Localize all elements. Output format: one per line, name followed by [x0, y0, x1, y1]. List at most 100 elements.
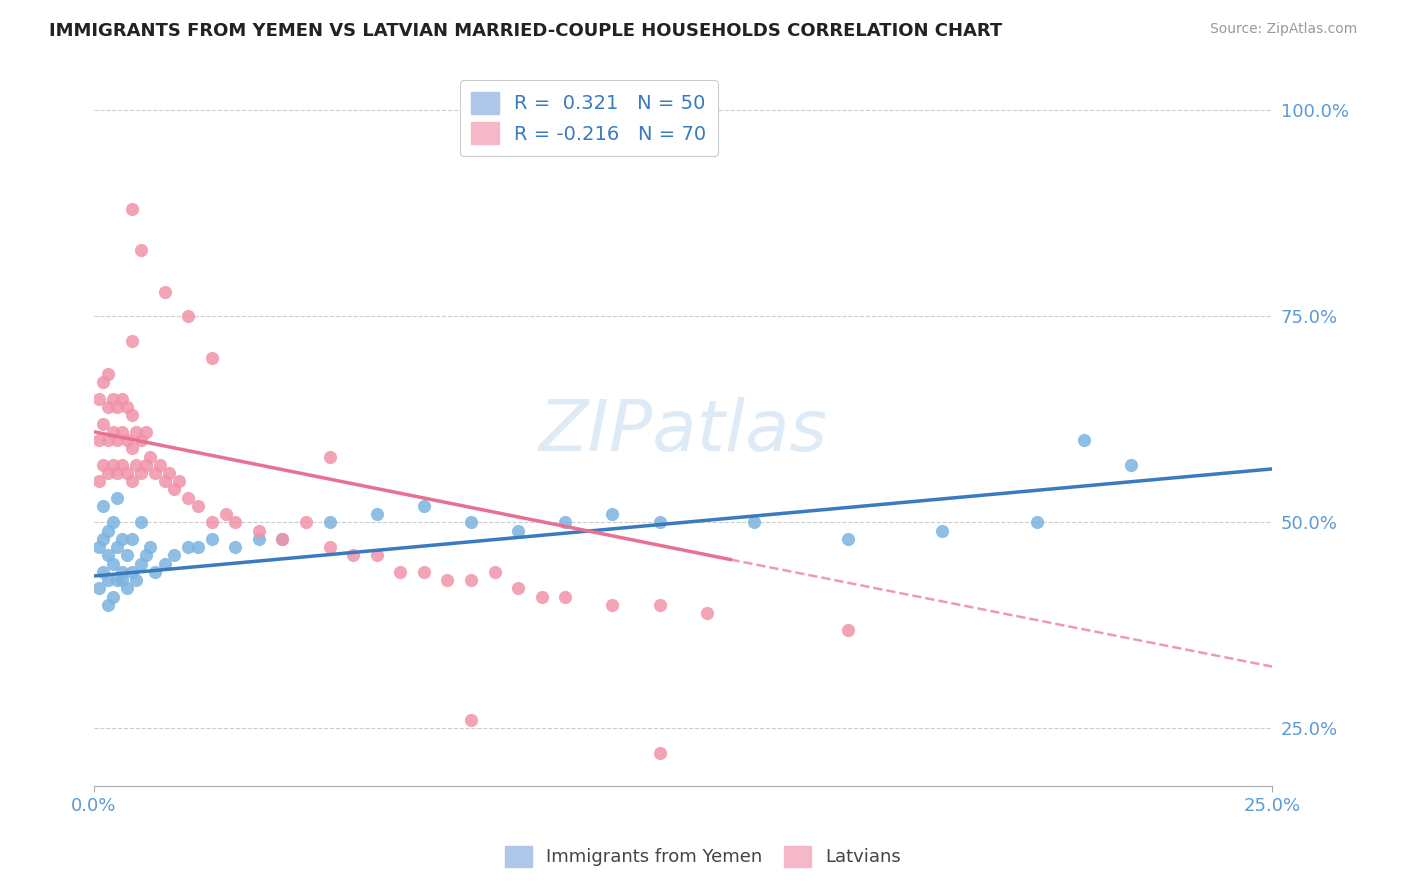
Point	[413, 499, 436, 513]
Point	[97, 433, 120, 447]
Point	[97, 549, 120, 563]
Point	[111, 425, 134, 439]
Point	[135, 458, 157, 472]
Point	[366, 507, 388, 521]
Point	[121, 442, 143, 456]
Point	[107, 433, 129, 447]
Point	[342, 549, 364, 563]
Point	[87, 392, 110, 406]
Point	[837, 532, 859, 546]
Point	[129, 557, 152, 571]
Point	[648, 516, 671, 530]
Point	[87, 540, 110, 554]
Point	[247, 524, 270, 538]
Point	[121, 475, 143, 489]
Point	[125, 425, 148, 439]
Point	[271, 532, 294, 546]
Point	[742, 516, 765, 530]
Point	[157, 466, 180, 480]
Point	[648, 598, 671, 612]
Point	[167, 475, 190, 489]
Point	[931, 524, 953, 538]
Point	[837, 623, 859, 637]
Point	[97, 524, 120, 538]
Point	[111, 392, 134, 406]
Point	[153, 475, 176, 489]
Point	[129, 244, 152, 258]
Point	[139, 540, 162, 554]
Point	[101, 557, 124, 571]
Text: Source: ZipAtlas.com: Source: ZipAtlas.com	[1209, 22, 1357, 37]
Point	[101, 392, 124, 406]
Point	[97, 466, 120, 480]
Point	[163, 483, 186, 497]
Point	[318, 540, 340, 554]
Point	[484, 565, 506, 579]
Point	[143, 565, 166, 579]
Point	[97, 573, 120, 587]
Point	[224, 516, 246, 530]
Point	[93, 499, 115, 513]
Point	[125, 458, 148, 472]
Point	[1119, 458, 1142, 472]
Point	[93, 565, 115, 579]
Point	[125, 573, 148, 587]
Point	[163, 549, 186, 563]
Legend: R =  0.321   N = 50, R = -0.216   N = 70: R = 0.321 N = 50, R = -0.216 N = 70	[460, 80, 718, 156]
Point	[115, 400, 138, 414]
Point	[187, 540, 209, 554]
Point	[530, 590, 553, 604]
Point	[93, 532, 115, 546]
Point	[101, 425, 124, 439]
Point	[107, 400, 129, 414]
Point	[107, 466, 129, 480]
Point	[177, 540, 200, 554]
Point	[129, 516, 152, 530]
Point	[201, 532, 224, 546]
Point	[436, 573, 458, 587]
Point	[121, 409, 143, 423]
Point	[87, 433, 110, 447]
Point	[121, 334, 143, 348]
Point	[460, 713, 482, 727]
Point	[215, 507, 238, 521]
Point	[143, 466, 166, 480]
Point	[107, 491, 129, 505]
Text: IMMIGRANTS FROM YEMEN VS LATVIAN MARRIED-COUPLE HOUSEHOLDS CORRELATION CHART: IMMIGRANTS FROM YEMEN VS LATVIAN MARRIED…	[49, 22, 1002, 40]
Point	[111, 573, 134, 587]
Point	[1025, 516, 1047, 530]
Point	[177, 310, 200, 324]
Point	[101, 458, 124, 472]
Point	[271, 532, 294, 546]
Point	[1073, 433, 1095, 447]
Point	[107, 573, 129, 587]
Point	[201, 516, 224, 530]
Point	[247, 532, 270, 546]
Point	[153, 557, 176, 571]
Point	[111, 565, 134, 579]
Point	[413, 565, 436, 579]
Point	[460, 516, 482, 530]
Point	[101, 516, 124, 530]
Text: ZIPatlas: ZIPatlas	[538, 397, 828, 467]
Point	[648, 746, 671, 760]
Point	[602, 507, 624, 521]
Point	[177, 491, 200, 505]
Point	[135, 549, 157, 563]
Point	[107, 540, 129, 554]
Point	[366, 549, 388, 563]
Point	[101, 590, 124, 604]
Point	[135, 425, 157, 439]
Point	[201, 351, 224, 365]
Point	[602, 598, 624, 612]
Point	[318, 516, 340, 530]
Point	[696, 606, 718, 620]
Point	[508, 582, 530, 596]
Point	[87, 475, 110, 489]
Point	[295, 516, 318, 530]
Point	[554, 590, 576, 604]
Point	[224, 540, 246, 554]
Point	[97, 400, 120, 414]
Point	[93, 458, 115, 472]
Point	[121, 532, 143, 546]
